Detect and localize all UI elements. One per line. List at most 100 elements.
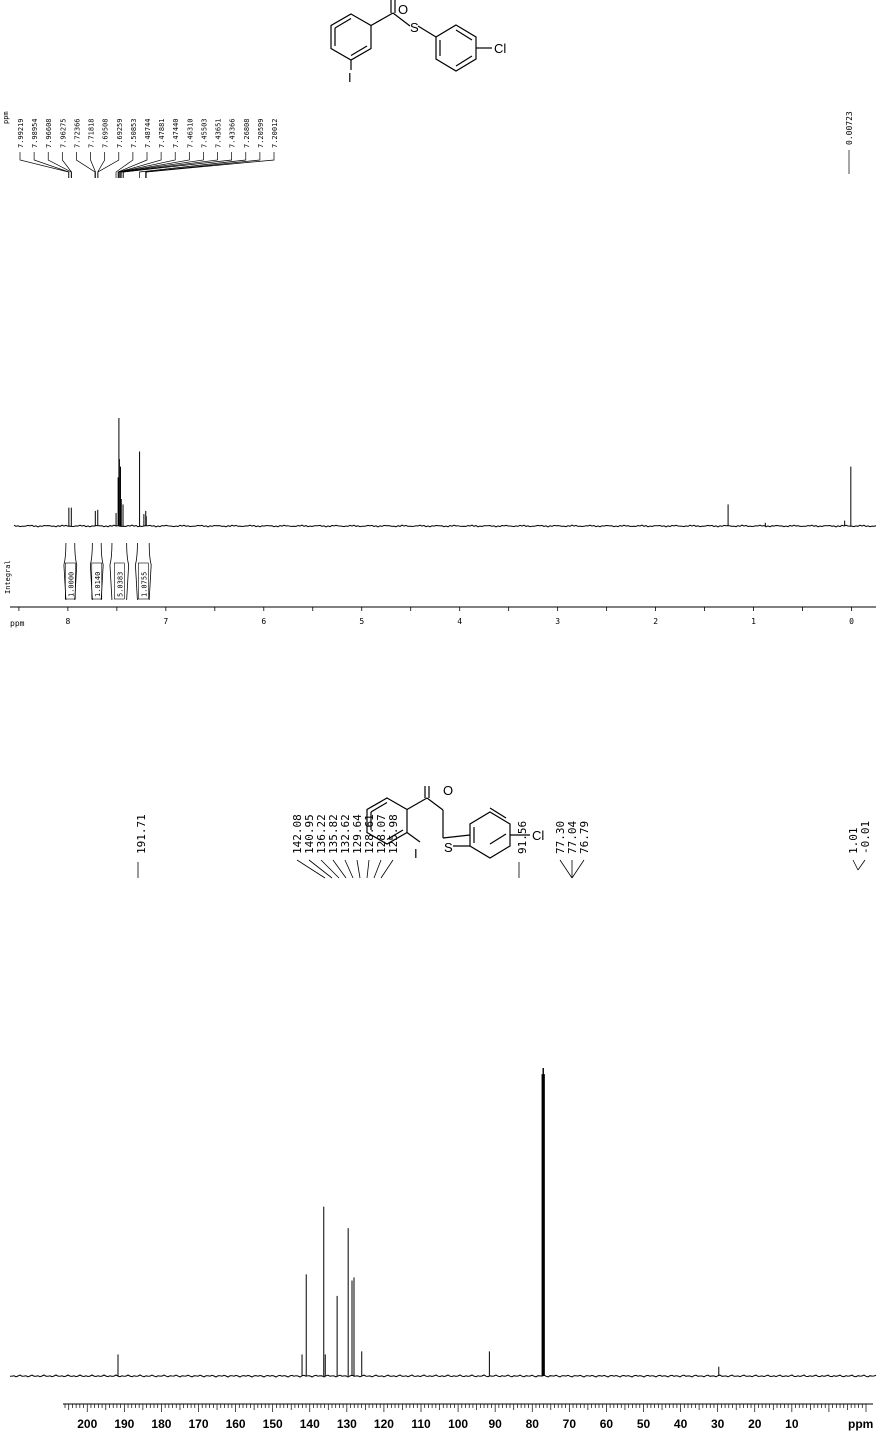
c-peak-label: 128.07 xyxy=(375,814,388,854)
c-tick-label: 180 xyxy=(151,1417,171,1431)
c-tick-label: 20 xyxy=(748,1417,762,1431)
c-tick-label: 150 xyxy=(263,1417,283,1431)
h-peak-label: 7.47881 xyxy=(158,118,166,148)
h-peak-label: 7.71818 xyxy=(88,118,96,148)
integral-value: 5.0383 xyxy=(116,572,124,597)
c-tick-label: 130 xyxy=(337,1417,357,1431)
c-peak-label: 140.95 xyxy=(303,814,316,854)
h-peak-label: 7.99219 xyxy=(17,118,25,148)
h-peak-label: 7.43651 xyxy=(215,118,223,148)
h-fan-line xyxy=(76,152,96,178)
h-fan-line xyxy=(139,152,247,178)
integral-box xyxy=(138,562,149,600)
atom-O: O xyxy=(398,2,408,17)
h-peak-label: 7.69259 xyxy=(116,118,124,148)
integral-curve xyxy=(135,542,138,601)
h-peak-label: 7.47440 xyxy=(172,118,180,148)
c-tick-label: 200 xyxy=(77,1417,97,1431)
integral-curve xyxy=(89,542,93,601)
integral-value: 1.0000 xyxy=(67,572,75,597)
h-peak-label: 7.96275 xyxy=(59,118,67,148)
h-tick-label: 3 xyxy=(555,617,560,626)
h-peak-label: 7.26808 xyxy=(243,118,251,148)
integral-curve xyxy=(126,542,130,601)
c-fan-line xyxy=(857,859,866,871)
c-tick-label: 50 xyxy=(637,1417,651,1431)
h-fan-line xyxy=(118,152,162,178)
h-fan-line xyxy=(97,152,106,178)
c-fan-line xyxy=(852,859,859,871)
h-tick-label: 0 xyxy=(849,617,854,626)
c-fan-line xyxy=(366,859,370,879)
c-peak-label: -0.01 xyxy=(859,821,872,854)
h-peak-fan xyxy=(19,152,275,178)
c-peak-label: 77.30 xyxy=(554,821,567,854)
integral-box xyxy=(65,562,76,600)
c-peaks xyxy=(117,1068,720,1376)
h-peak-label: 7.48744 xyxy=(144,118,152,148)
structure-top xyxy=(330,0,492,72)
h-fan-line xyxy=(97,152,120,178)
atom-S: S xyxy=(410,20,419,35)
h-spectrum-trace xyxy=(13,524,877,528)
c-tick-label: 90 xyxy=(488,1417,502,1431)
c-fan-line xyxy=(571,859,585,879)
peak-list-header: ppm xyxy=(2,111,10,124)
c-peak-labels: 191.71 142.08 140.95 136.22 135.82 132.62 129.… xyxy=(135,814,872,854)
c-tick-label: 30 xyxy=(711,1417,725,1431)
h-fan-line xyxy=(120,152,204,178)
c-peak-fan xyxy=(137,859,866,879)
c-spectrum-trace xyxy=(9,1374,877,1378)
h-fan-line xyxy=(19,152,69,178)
integral-value: 1.0755 xyxy=(140,572,148,597)
c-tick-label: 110 xyxy=(411,1417,431,1431)
h-peak-label: 7.46310 xyxy=(186,118,194,148)
integral-curve xyxy=(74,542,78,601)
h-fan-line xyxy=(117,152,148,178)
c-tick-label: 100 xyxy=(448,1417,468,1431)
h-tick-label: 1 xyxy=(751,617,756,626)
c-fan-line xyxy=(320,859,340,879)
integral-curve xyxy=(63,542,67,601)
h-peak-label: 7.45503 xyxy=(200,118,208,148)
integral-label: Integral xyxy=(4,560,12,594)
c-tick-label: 10 xyxy=(785,1417,799,1431)
atom-S-2: S xyxy=(444,840,453,855)
c-tick-label: 80 xyxy=(526,1417,540,1431)
c-fan-line xyxy=(380,859,394,879)
h-fan-line xyxy=(33,152,70,178)
integral-curve xyxy=(148,542,152,601)
c-peak-label: 132.62 xyxy=(339,814,352,854)
c-tick-label: 160 xyxy=(226,1417,246,1431)
c-peak-label: 191.71 xyxy=(135,814,148,854)
c-tick-label: 40 xyxy=(674,1417,688,1431)
c-fan-line xyxy=(344,859,354,879)
c-fan-line xyxy=(332,859,347,879)
atom-O-2: O xyxy=(443,783,453,798)
h-x-axis: 8 7 6 5 4 3 2 1 0 xyxy=(10,606,876,626)
c-fan-line xyxy=(559,859,573,879)
c-peak-label: 129.64 xyxy=(351,814,364,854)
c-tick-label: 140 xyxy=(300,1417,320,1431)
c-peak-label: 136.22 xyxy=(315,814,328,854)
c-peak-label: 135.82 xyxy=(327,814,340,854)
c-peak-label: 142.08 xyxy=(291,814,304,854)
h-tick-label: 2 xyxy=(653,617,658,626)
h-peak-label: 7.20012 xyxy=(271,118,279,148)
c-peak-label: 76.79 xyxy=(578,821,591,854)
c-x-axis: 200 190 180 170 160 150 140 130 120 110 100 90 80 70 6… xyxy=(63,1403,873,1431)
peak-label-tms: 0.00723 xyxy=(845,111,854,145)
h-fan-line xyxy=(145,152,261,178)
h-fan-line xyxy=(120,152,190,178)
h-fan-line xyxy=(47,152,72,178)
h-peak-label: 7.96608 xyxy=(45,118,53,148)
h-peak-label: 7.20599 xyxy=(257,118,265,148)
c-tick-label: 120 xyxy=(374,1417,394,1431)
c-tick-label: 170 xyxy=(188,1417,208,1431)
h-fan-line xyxy=(90,152,96,178)
atom-Cl: Cl xyxy=(494,41,506,56)
integral-curve xyxy=(100,542,104,601)
atom-I-2: I xyxy=(414,846,418,861)
integral-box xyxy=(114,562,125,600)
